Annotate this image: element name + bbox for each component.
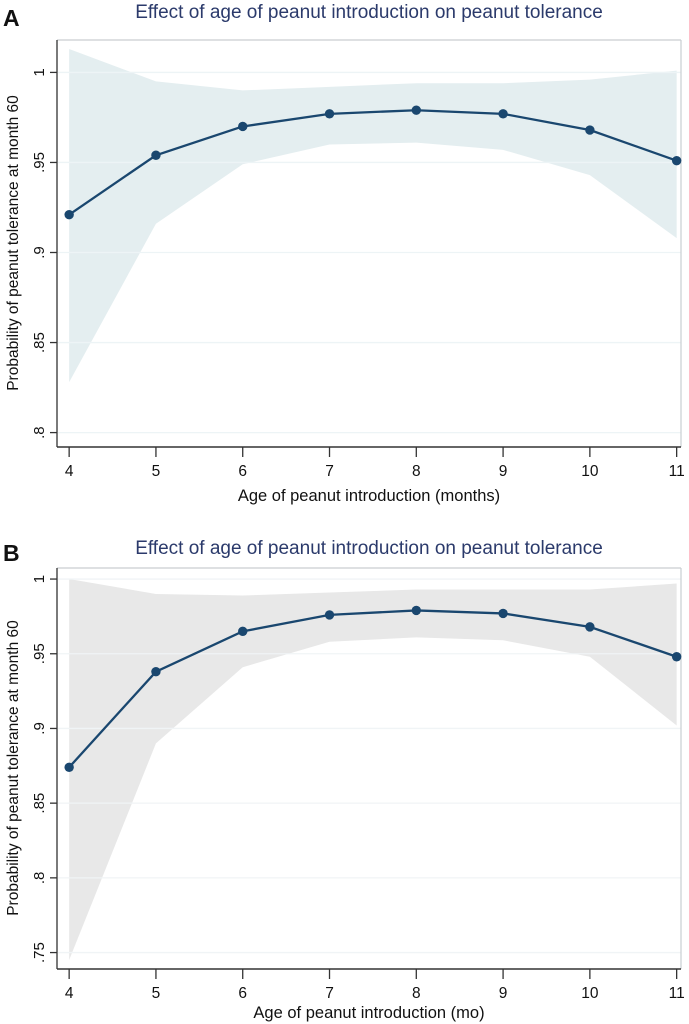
x-tick-label: 11 — [669, 985, 685, 1002]
y-tick-label: 1 — [31, 68, 48, 76]
ci-band — [69, 49, 677, 383]
data-point — [498, 109, 508, 119]
y-tick-label: .75 — [31, 942, 48, 963]
data-point — [671, 155, 682, 166]
data-point — [585, 125, 595, 135]
trend-line — [68, 109, 678, 216]
data-point — [671, 652, 682, 662]
y-tick-label: .9 — [31, 246, 48, 259]
x-tick-label: 8 — [412, 463, 421, 480]
chart-title-a: Effect of age of peanut introduction on … — [135, 2, 603, 23]
x-tick-label: 6 — [238, 985, 247, 1002]
panel-b: B Effect of age of peanut introduction o… — [0, 515, 689, 1024]
x-tick-label: 7 — [325, 463, 334, 480]
x-tick-label: 10 — [581, 985, 599, 1002]
y-tick-label: .9 — [31, 722, 48, 735]
chart-a: 1 .95 .9 .85 .8 4 5 6 7 8 9 10 11 — [31, 39, 685, 480]
x-tick-label: 8 — [412, 985, 421, 1002]
panel-label-a: A — [3, 5, 20, 31]
panel-label-b: B — [3, 540, 20, 566]
x-tick-label: 7 — [325, 985, 334, 1002]
data-point — [411, 105, 421, 115]
y-tick-label: .95 — [31, 152, 48, 173]
y-tick-label: .85 — [31, 332, 48, 353]
data-point — [64, 209, 74, 220]
y-tick-label: .85 — [31, 793, 48, 814]
x-tick-label: 5 — [152, 463, 161, 480]
trend-line — [68, 609, 678, 769]
chart-b: 1 .95 .9 .85 .8 .75 4 5 6 7 8 9 10 11 — [31, 567, 685, 1002]
x-tick-label: 10 — [581, 463, 599, 480]
data-point — [238, 626, 248, 637]
data-point — [238, 121, 248, 132]
y-tick-label: .8 — [31, 872, 48, 885]
x-axis-title-a: Age of peanut introduction (months) — [237, 487, 501, 505]
x-tick-label: 6 — [238, 463, 247, 480]
data-point — [498, 608, 508, 619]
data-point — [585, 622, 595, 632]
chart-title-b: Effect of age of peanut introduction on … — [135, 538, 603, 559]
y-tick-label: 1 — [31, 575, 48, 583]
x-tick-label: 4 — [65, 463, 74, 480]
data-point — [151, 150, 161, 160]
data-point — [151, 666, 161, 677]
x-tick-label: 5 — [152, 985, 161, 1002]
x-tick-label: 9 — [499, 463, 508, 480]
y-tick-label: .8 — [31, 426, 48, 439]
x-axis-title-b: Age of peanut introduction (mo) — [253, 1004, 485, 1022]
x-tick-label: 4 — [65, 985, 74, 1002]
data-point — [324, 610, 335, 620]
data-point — [64, 762, 74, 773]
data-point — [324, 109, 335, 119]
x-tick-label: 11 — [669, 463, 685, 480]
y-tick-label: .95 — [31, 643, 48, 664]
x-tick-label: 9 — [499, 985, 508, 1002]
panel-a: A Effect of age of peanut introduction o… — [3, 2, 685, 505]
data-point — [411, 605, 421, 616]
ci-band — [69, 579, 677, 961]
